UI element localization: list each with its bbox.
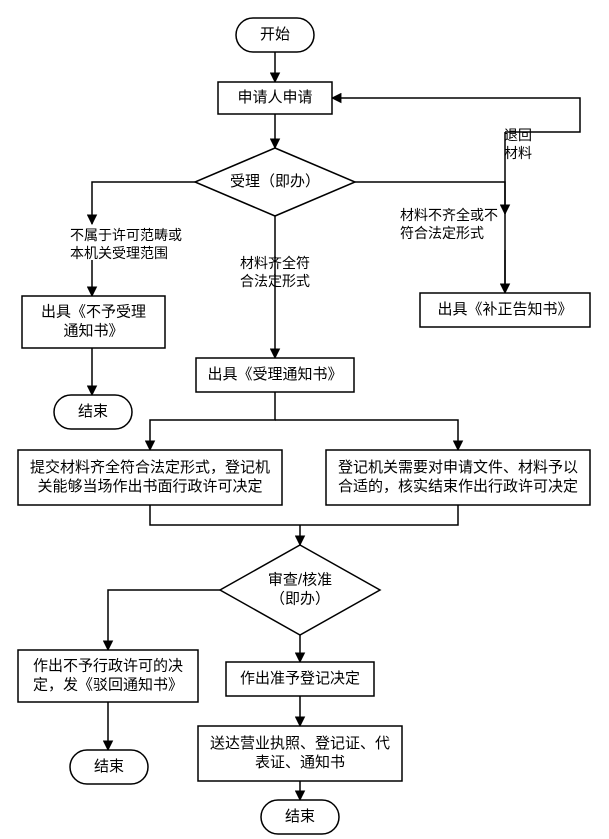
node-end_left_bot: 结束 [70, 750, 148, 784]
node-end_bot: 结束 [261, 800, 339, 834]
node-approve: 作出准予登记决定 [226, 662, 374, 696]
node-start: 开始 [236, 18, 314, 52]
node-label: 结束 [78, 403, 108, 420]
svg-text:不属于许可范畴或: 不属于许可范畴或 [70, 227, 182, 243]
flow-edge [300, 505, 458, 525]
node-deliver: 送达营业执照、登记证、代表证、通知书 [198, 726, 402, 781]
flow-edge [108, 590, 220, 650]
flow-edge [150, 505, 300, 525]
svg-text:符合法定形式: 符合法定形式 [400, 225, 484, 241]
node-accept: 受理（即办） [195, 148, 355, 216]
flow-edge [150, 392, 275, 450]
svg-text:材料: 材料 [504, 145, 532, 161]
node-left_big: 提交材料齐全符合法定形式，登记机关能够当场作出书面行政许可决定 [18, 450, 282, 505]
svg-text:合法定形式: 合法定形式 [240, 273, 310, 289]
node-end_left_top: 结束 [54, 395, 132, 429]
node-right_big: 登记机关需要对申请文件、材料予以合适的，核实结束作出行政许可决定 [326, 450, 590, 505]
svg-text:退回: 退回 [504, 127, 532, 143]
node-deny: 作出不予行政许可的决定，发《驳回通知书》 [18, 650, 198, 702]
node-label: 审查/核准（即办） [268, 572, 332, 608]
node-reject_notice: 出具《不予受理通知书》 [22, 296, 165, 348]
edge-label-not_in_scope: 不属于许可范畴或本机关受理范围 [70, 227, 182, 261]
node-label: 结束 [285, 808, 315, 825]
node-correct_notice: 出具《补正告知书》 [420, 293, 590, 327]
node-label: 结束 [94, 758, 124, 775]
node-label: 出具《受理通知书》 [207, 366, 342, 383]
svg-text:材料齐全符: 材料齐全符 [240, 255, 310, 271]
node-label: 作出不予行政许可的决定，发《驳回通知书》 [33, 658, 183, 694]
node-label: 登记机关需要对申请文件、材料予以合适的，核实结束作出行政许可决定 [338, 459, 578, 495]
flow-edge [92, 182, 195, 224]
node-label: 申请人申请 [237, 89, 312, 106]
flow-edge [275, 420, 458, 450]
node-review: 审查/核准（即办） [220, 545, 380, 635]
node-apply: 申请人申请 [218, 82, 332, 114]
edge-label-return_mat: 退回材料 [504, 127, 532, 161]
node-accept_notice: 出具《受理通知书》 [196, 358, 354, 392]
edge-label-incomplete: 材料不齐全或不符合法定形式 [400, 207, 498, 241]
node-label: 开始 [260, 26, 290, 43]
svg-text:本机关受理范围: 本机关受理范围 [70, 245, 168, 261]
node-label: 受理（即办） [230, 173, 320, 190]
flow-edge [332, 98, 580, 132]
node-label: 作出准予登记决定 [240, 670, 360, 687]
svg-text:材料不齐全或不: 材料不齐全或不 [400, 207, 498, 223]
node-label: 出具《补正告知书》 [437, 301, 572, 318]
